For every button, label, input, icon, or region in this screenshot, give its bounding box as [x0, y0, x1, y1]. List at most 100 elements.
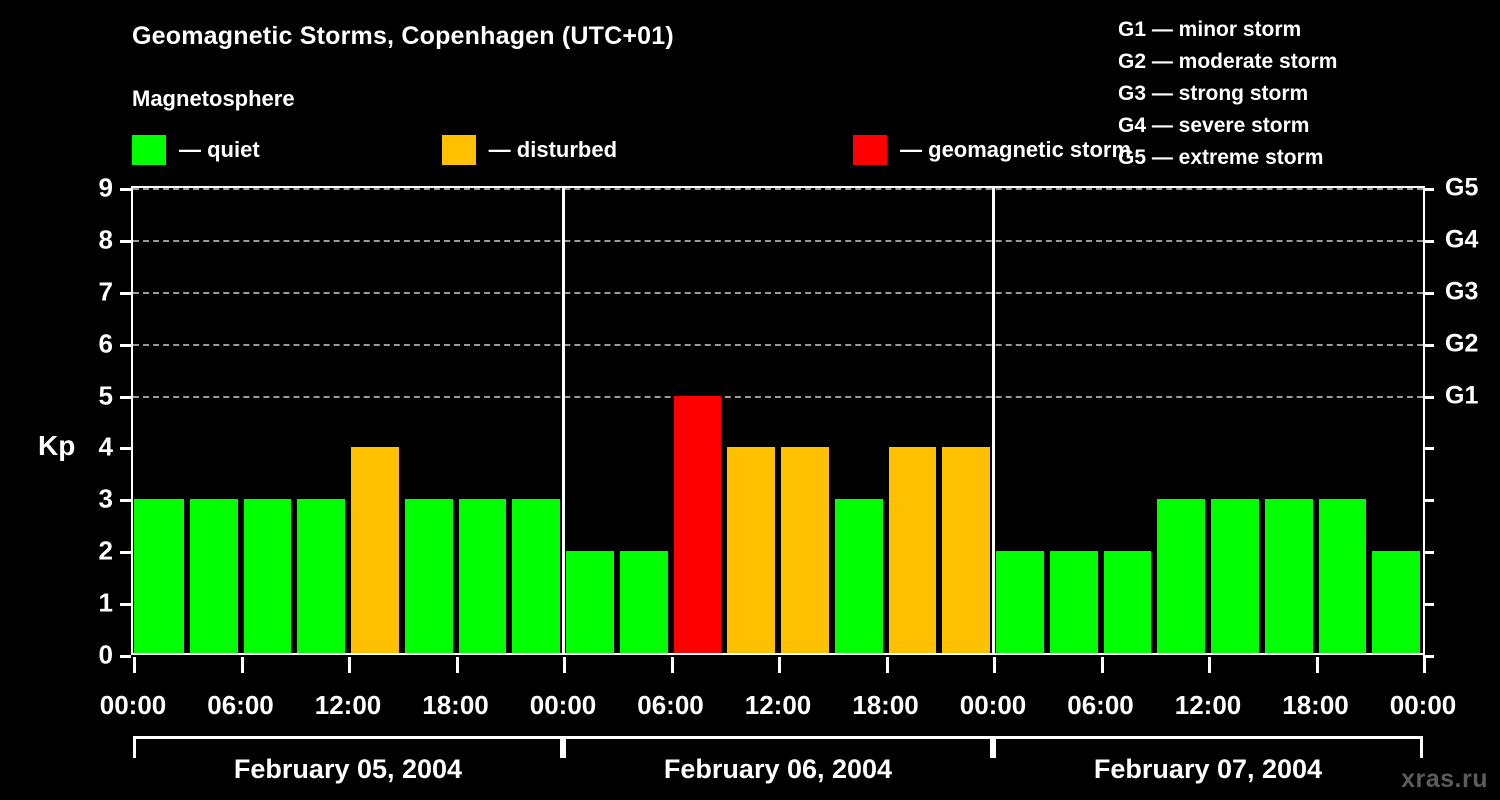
y-tick-mark-5: [120, 395, 131, 399]
g-scale-row-5: G5 — extreme storm: [1118, 146, 1324, 169]
y-tick-mark-6: [120, 343, 131, 347]
y-tick-mark-2: [120, 551, 131, 555]
bar[interactable]: [942, 447, 990, 655]
bar[interactable]: [1157, 499, 1205, 655]
y-tick-label-7: 7: [98, 276, 113, 307]
y-tick-label-1: 1: [98, 587, 113, 618]
x-tick-label-11: 18:00: [1282, 690, 1349, 720]
x-tick-label-10: 12:00: [1174, 690, 1242, 720]
right-tick-label-G2: G2: [1445, 329, 1479, 358]
day-separator-2: [992, 186, 995, 655]
bar[interactable]: [1103, 551, 1152, 655]
x-tick-mark-6: [778, 657, 781, 673]
x-tick-label-7: 18:00: [852, 690, 919, 720]
plot-area: [133, 188, 1423, 655]
x-tick-label-0: 00:00: [99, 690, 167, 720]
chart-subtitle: Magnetosphere: [132, 86, 295, 111]
bar[interactable]: [134, 499, 184, 655]
x-tick-mark-9: [1100, 657, 1104, 673]
bar[interactable]: [566, 551, 614, 655]
legend-item-disturbed: — disturbed: [441, 135, 618, 165]
right-tick-mark-G5: [1423, 188, 1434, 191]
g-scale-row-1: G1 — minor storm: [1118, 18, 1302, 41]
right-tick-mark-G2: [1423, 343, 1434, 347]
color-legend: — quiet — disturbed — geomagnetic storm: [132, 134, 1131, 166]
bar[interactable]: [512, 499, 560, 655]
gridline-kp-7: [133, 291, 1423, 294]
x-tick-mark-5: [670, 657, 674, 673]
y-tick-mark-3: [120, 499, 131, 503]
legend-item-storm: — geomagnetic storm: [853, 135, 1131, 165]
y-tick-label-9: 9: [98, 172, 113, 203]
y-tick-mark-8: [120, 239, 131, 243]
y-tick-label-4: 4: [98, 431, 113, 462]
g-scale-row-2: G2 — moderate storm: [1118, 50, 1338, 73]
x-tick-label-8: 00:00: [959, 690, 1027, 720]
day-caption-3: February 07, 2004: [1093, 754, 1323, 784]
day-bracket-1: [133, 736, 563, 758]
right-tick-mark-minor-1: [1423, 603, 1434, 607]
g-scale-row-3: G3 — strong storm: [1118, 82, 1309, 105]
bar[interactable]: [1211, 499, 1259, 655]
day-separator-1: [562, 186, 565, 655]
bar[interactable]: [189, 499, 238, 655]
bar[interactable]: [351, 447, 399, 655]
right-tick-label-G4: G4: [1445, 225, 1479, 254]
y-tick-mark-0: [120, 655, 131, 658]
x-tick-label-12: 00:00: [1389, 690, 1457, 720]
x-tick-mark-4: [563, 657, 566, 673]
bar[interactable]: [1264, 499, 1313, 655]
x-tick-label-4: 00:00: [529, 690, 597, 720]
bar[interactable]: [727, 447, 775, 655]
right-tick-mark-minor-0: [1423, 655, 1434, 658]
bar[interactable]: [1318, 499, 1367, 655]
g-scale-legend: G1 — minor storm G2 — moderate storm G3 — …: [1060, 14, 1480, 174]
bar[interactable]: [1049, 551, 1098, 655]
gridline-kp-9: [133, 188, 1423, 190]
day-caption-2: February 06, 2004: [663, 754, 893, 784]
gridline-kp-6: [133, 343, 1423, 346]
day-caption-1: February 05, 2004: [233, 754, 463, 784]
y-tick-mark-4: [120, 447, 131, 451]
legend-label-storm: — geomagnetic storm: [900, 137, 1132, 162]
bar[interactable]: [673, 395, 722, 655]
day-bracket-2: [563, 736, 993, 758]
right-tick-label-G1: G1: [1445, 381, 1479, 410]
x-tick-label-3: 18:00: [422, 690, 489, 720]
plot-frame: [131, 186, 1425, 655]
bar[interactable]: [834, 499, 883, 655]
bar[interactable]: [243, 499, 292, 655]
bar[interactable]: [888, 447, 937, 655]
y-tick-label-5: 5: [98, 380, 113, 411]
g-scale-row-4: G4 — severe storm: [1118, 114, 1310, 137]
y-axis-label: Kp: [38, 430, 76, 461]
bar[interactable]: [619, 551, 668, 655]
y-tick-label-3: 3: [98, 483, 113, 514]
y-tick-label-2: 2: [98, 535, 113, 566]
bar[interactable]: [458, 499, 507, 655]
x-tick-mark-11: [1315, 657, 1319, 673]
legend-swatch-disturbed: [441, 135, 476, 165]
x-tick-mark-7: [885, 657, 889, 673]
bar[interactable]: [297, 499, 345, 655]
gridline-kp-5: [133, 395, 1423, 398]
legend-label-disturbed: — disturbed: [488, 137, 618, 162]
x-tick-mark-2: [348, 657, 351, 673]
x-tick-mark-0: [133, 657, 136, 673]
x-tick-label-2: 12:00: [314, 690, 382, 720]
bar[interactable]: [996, 551, 1044, 655]
legend-label-quiet: — quiet: [179, 137, 260, 162]
bar[interactable]: [1372, 551, 1420, 655]
x-tick-mark-12: [1423, 657, 1426, 673]
y-tick-label-0: 0: [98, 639, 113, 670]
right-tick-label-G5: G5: [1445, 173, 1479, 202]
x-tick-mark-10: [1208, 657, 1211, 673]
day-bracket-3: [993, 736, 1423, 758]
x-tick-mark-1: [240, 657, 244, 673]
bar[interactable]: [404, 499, 453, 655]
right-tick-mark-minor-4: [1423, 447, 1434, 451]
y-tick-label-6: 6: [98, 328, 113, 359]
right-tick-mark-G4: [1423, 239, 1434, 243]
bar[interactable]: [781, 447, 829, 655]
